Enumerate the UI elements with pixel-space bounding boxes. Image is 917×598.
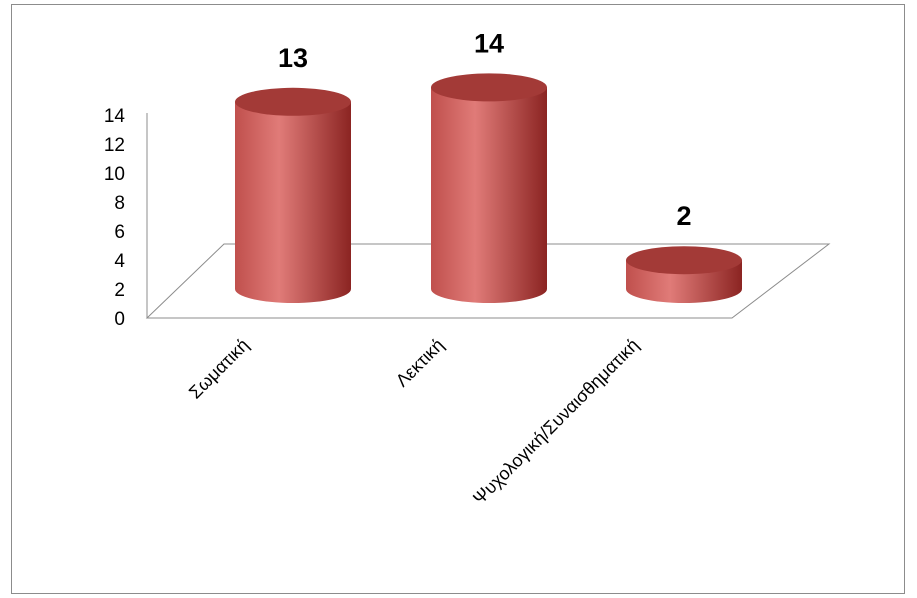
bar-body xyxy=(235,101,351,303)
bars-group xyxy=(235,73,742,303)
chart-frame xyxy=(11,4,905,594)
data-label: 2 xyxy=(676,201,691,231)
y-axis-ticks: 0 2 4 6 8 10 12 14 xyxy=(104,106,126,330)
data-label: 13 xyxy=(278,43,308,73)
bar-cylinder xyxy=(626,246,742,303)
y-tick-label: 10 xyxy=(104,164,125,185)
bar-body xyxy=(431,87,547,303)
bar-cylinder xyxy=(431,73,547,303)
floor-outline xyxy=(145,243,831,319)
plot-floor xyxy=(145,113,831,319)
category-label: Λεκτική xyxy=(392,335,448,391)
bar-top xyxy=(235,87,351,116)
category-label: Σωματική xyxy=(185,335,253,403)
y-tick-label: 2 xyxy=(114,280,125,301)
y-tick-label: 0 xyxy=(114,309,125,330)
y-tick-label: 14 xyxy=(104,106,126,127)
bar-top xyxy=(431,73,547,102)
category-label: Ψυχολογική/Συναισθηματική xyxy=(469,335,643,509)
bar-top xyxy=(626,246,742,275)
y-tick-label: 8 xyxy=(114,193,125,214)
y-tick-label: 4 xyxy=(114,251,125,272)
bar-cylinder xyxy=(235,87,351,303)
category-labels: Σωματική Λεκτική Ψυχολογική/Συναισθηματι… xyxy=(185,335,643,509)
y-tick-label: 12 xyxy=(104,135,125,156)
data-label: 14 xyxy=(474,28,504,58)
y-tick-label: 6 xyxy=(114,222,125,243)
data-labels-group: 13 14 2 xyxy=(278,28,692,231)
